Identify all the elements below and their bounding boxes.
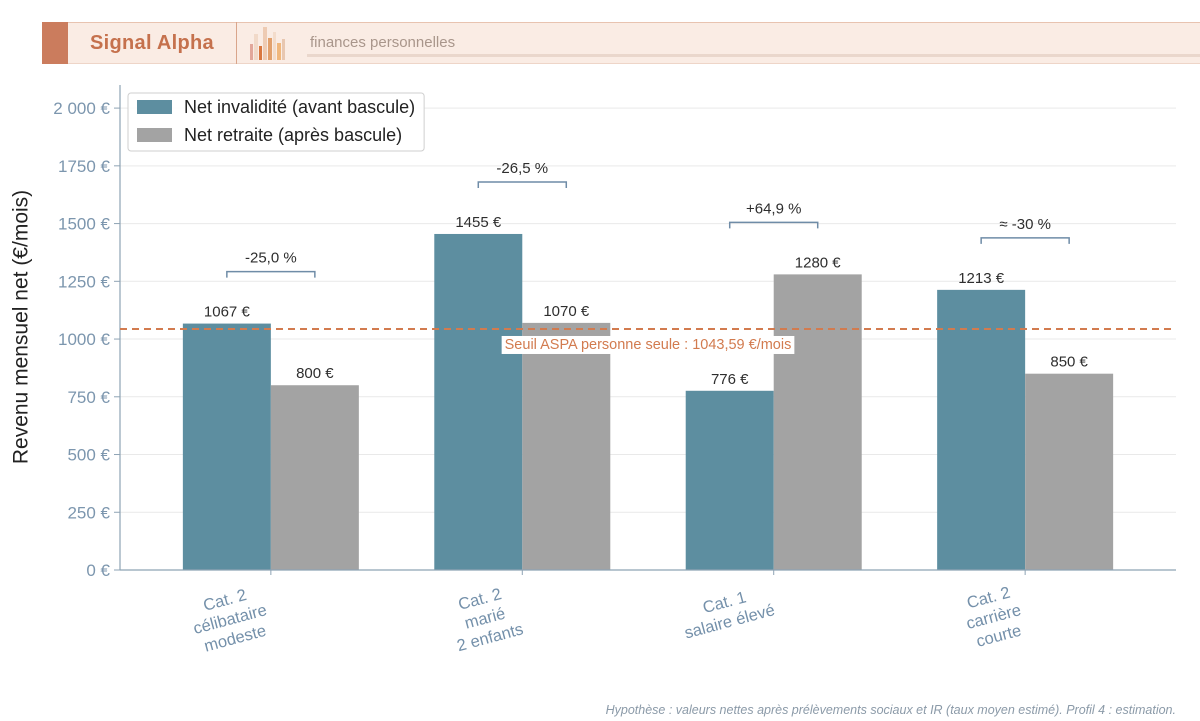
y-tick-label: 1750 € <box>58 157 111 176</box>
y-tick-label: 2 000 € <box>53 99 110 118</box>
legend-swatch-1 <box>137 100 172 114</box>
legend-box <box>127 92 425 152</box>
y-tick-label: 0 € <box>86 561 110 580</box>
footnote: Hypothèse : valeurs nettes après prélève… <box>605 703 1176 717</box>
brand-name: Signal Alpha <box>90 32 214 54</box>
bar-series-2-1 <box>270 385 359 570</box>
category-label-1: Cat. 2célibatairemodeste <box>186 582 274 657</box>
header-divider <box>236 22 237 64</box>
category-label-text-2: Cat. 2marié2 enfants <box>445 582 525 655</box>
y-tick-label: 750 € <box>67 388 110 407</box>
change-label-4: ≈ -30 % <box>999 216 1051 233</box>
value-label-series-1-2: 1455 € <box>455 214 502 231</box>
reference-line-group: Seuil ASPA personne seule : 1043,59 €/mo… <box>120 327 1176 354</box>
category-label-text-4: Cat. 2carrièrecourte <box>959 582 1028 652</box>
value-label-series-1-1: 1067 € <box>204 304 251 321</box>
change-label-2: -26,5 % <box>496 160 548 177</box>
y-tick-label: 1000 € <box>58 330 111 349</box>
change-brackets: -25,0 % -26,5 % +64,9 % ≈ -30 % <box>226 160 1070 278</box>
bar-series-1-4 <box>937 289 1026 570</box>
site-header: Signal Alpha finances personnelles <box>42 22 1200 64</box>
change-bracket-2 <box>477 181 568 188</box>
tagline: finances personnelles <box>310 34 456 51</box>
header-accent-block <box>42 22 68 64</box>
change-bracket-1 <box>226 270 316 278</box>
category-labels: Cat. 2célibatairemodeste Cat. 2marié2 enf… <box>186 582 1028 657</box>
bar-chart-logo-icon <box>250 27 285 60</box>
reference-label-background <box>501 335 795 354</box>
legend: Net invalidité (avant bascule) Net retrai… <box>127 92 425 152</box>
legend-swatch-2 <box>137 128 172 142</box>
axes <box>114 85 1176 575</box>
value-label-series-1-4: 1213 € <box>958 270 1005 287</box>
legend-label-1: Net invalidité (avant bascule) <box>184 97 415 117</box>
y-tick-label: 500 € <box>67 446 110 465</box>
value-labels: 1067 € 1455 € 776 € 1213 € 800 € 1070 € 1280 €… <box>204 214 1089 388</box>
y-axis-label: Revenu mensuel net (€/mois) <box>9 190 32 464</box>
value-label-series-2-3: 1280 € <box>795 254 842 271</box>
y-tick-label: 1500 € <box>58 215 111 234</box>
category-label-rotation: Cat. 2marié2 enfants <box>445 582 525 655</box>
value-label-series-2-1: 800 € <box>296 365 334 382</box>
category-label-text-1: Cat. 2célibatairemodeste <box>186 582 274 657</box>
value-label-series-1-3: 776 € <box>711 371 749 388</box>
change-bracket-3 <box>728 221 819 229</box>
category-label-rotation: Cat. 2célibatairemodeste <box>186 582 274 657</box>
category-label-2: Cat. 2marié2 enfants <box>445 582 525 655</box>
change-bracket-4 <box>980 237 1070 244</box>
change-label-1: -25,0 % <box>245 250 297 267</box>
value-label-series-2-4: 850 € <box>1050 354 1088 371</box>
category-label-3: Cat. 1salaire élevé <box>677 582 777 642</box>
category-label-rotation: Cat. 2carrièrecourte <box>959 582 1028 652</box>
value-label-series-2-2: 1070 € <box>543 303 590 320</box>
legend-label-2: Net retraite (après bascule) <box>184 125 402 145</box>
bar-series-2-4 <box>1025 373 1114 570</box>
y-tick-label: 250 € <box>67 503 110 522</box>
bar-series-2-3 <box>773 274 862 570</box>
bar-series-1-2 <box>434 233 523 570</box>
bar-series-2-2 <box>522 322 611 570</box>
tagline-rule <box>307 54 1200 57</box>
category-label-4: Cat. 2carrièrecourte <box>959 582 1028 652</box>
y-tick-labels: 0 € 250 € 500 € 750 € 1000 € 1250 € 1500 € 1750… <box>53 99 110 580</box>
y-tick-label: 1250 € <box>58 272 111 291</box>
reference-line-label: Seuil ASPA personne seule : 1043,59 €/mo… <box>505 337 792 353</box>
bar-series-1-1 <box>182 323 271 570</box>
change-label-3: +64,9 % <box>746 200 801 217</box>
bar-series-1-3 <box>685 390 774 570</box>
bars <box>182 233 1114 570</box>
category-label-rotation: Cat. 1salaire élevé <box>677 582 777 642</box>
category-label-text-3: Cat. 1salaire élevé <box>677 582 776 642</box>
